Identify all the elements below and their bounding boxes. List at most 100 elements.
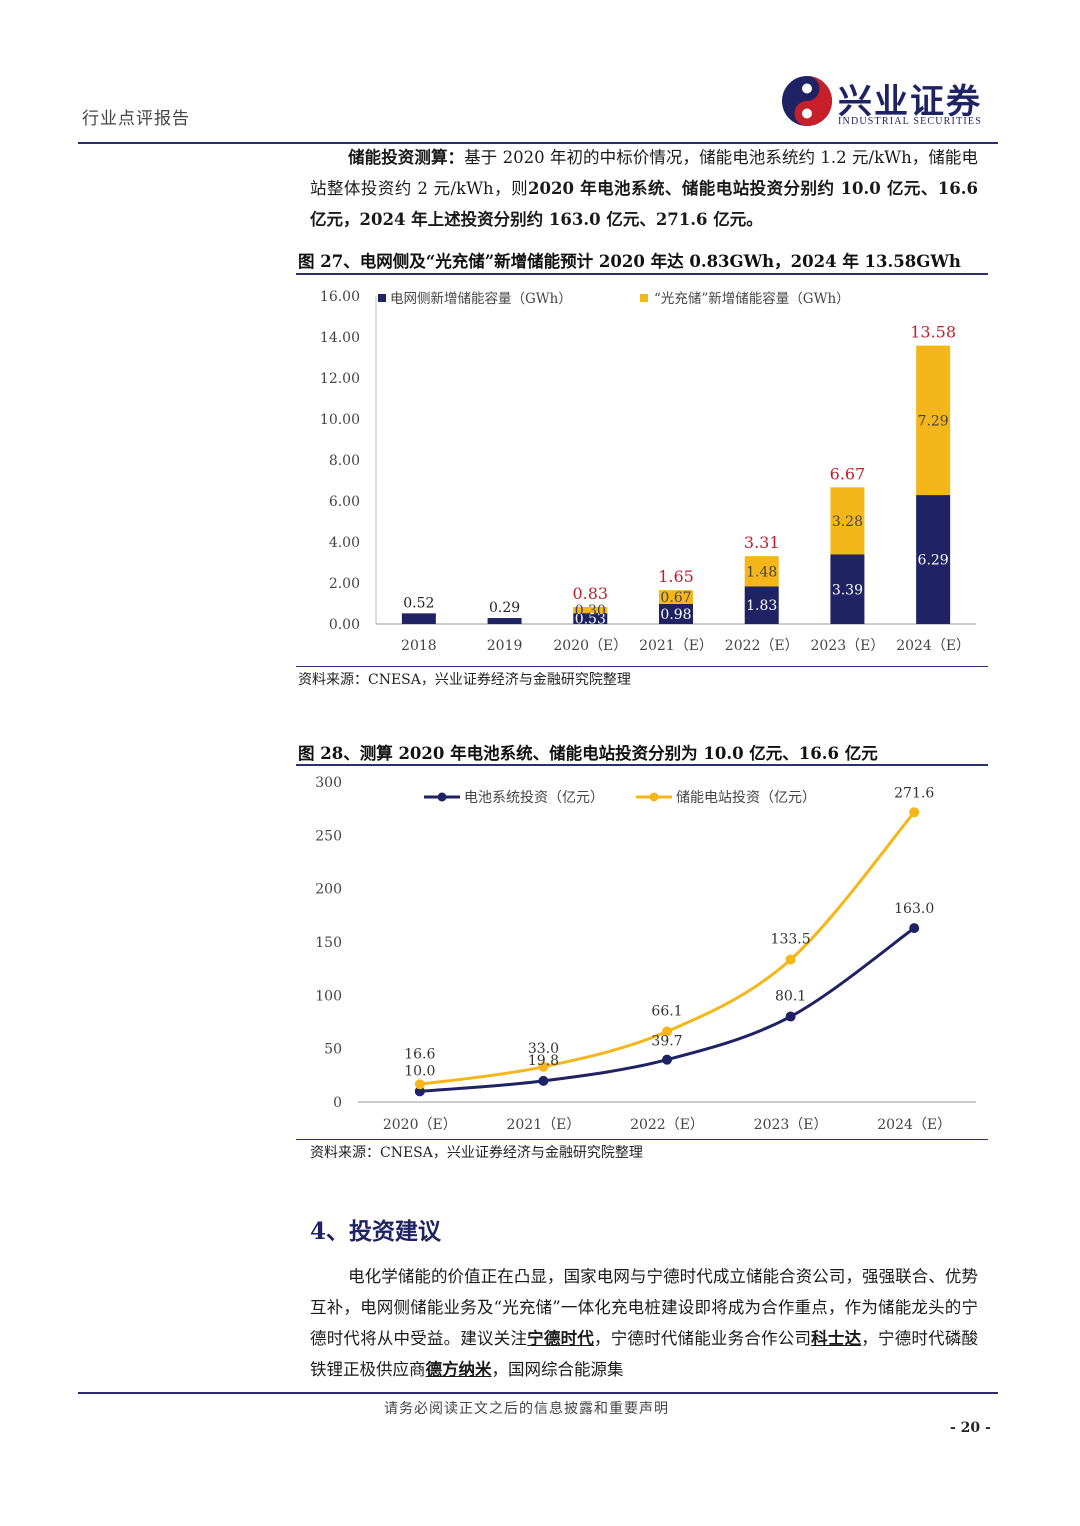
- data-label-station: 16.6: [404, 1046, 435, 1062]
- data-label-station: 271.6: [894, 785, 934, 801]
- x-tick-label: 2020（E）: [383, 1117, 457, 1133]
- stock-kstar: 科士达: [811, 1329, 862, 1348]
- y-tick-label: 150: [315, 935, 342, 951]
- section-4-paragraph: 电化学储能的价值正在凸显，国家电网与宁德时代成立储能合资公司，强强联合、优势互补…: [310, 1267, 979, 1379]
- point-battery: [662, 1054, 672, 1065]
- y-tick-label: 10.00: [320, 412, 360, 428]
- y-tick-label: 300: [315, 775, 342, 791]
- data-label-grid: 0.53: [575, 612, 606, 628]
- legend-label-station: 储能电站投资（亿元）: [676, 790, 816, 806]
- x-tick-label: 2023（E）: [754, 1117, 828, 1133]
- data-label-station: 33.0: [528, 1041, 559, 1057]
- bar-chart-storage-capacity: 0.00 2.00 4.00 6.00 8.00 10.00 12.00 14.00 16.00…: [320, 289, 976, 654]
- section-4-heading: 4、投资建议: [310, 1218, 442, 1245]
- bar-grid-side: [573, 613, 608, 624]
- stock-catl: 宁德时代: [527, 1329, 594, 1348]
- footer-divider: [78, 1392, 998, 1394]
- data-label-pv: 0.67: [660, 590, 691, 606]
- point-battery: [909, 923, 920, 934]
- y-tick-label: 100: [315, 988, 342, 1004]
- legend-label-grid: 电网侧新增储能容量（GWh）: [390, 290, 572, 307]
- point-station: [662, 1026, 672, 1037]
- series-line-station: [419, 811, 916, 1086]
- data-label-battery: 163.0: [894, 901, 934, 917]
- data-label-battery: 80.1: [775, 989, 806, 1005]
- page-number: - 20 -: [950, 1420, 991, 1436]
- bar-pv-storage: [916, 345, 951, 496]
- data-label-grid: 0.98: [660, 607, 691, 623]
- y-tick-label: 12.00: [320, 371, 360, 387]
- point-station: [538, 1061, 549, 1072]
- intro-conclusion: 2020 年电池系统、储能电站投资分别约 10.0 亿元、16.6 亿元，202…: [310, 179, 978, 229]
- figure-27-source: 资料来源：CNESA，兴业证券经济与金融研究院整理: [298, 672, 631, 688]
- point-battery: [414, 1086, 425, 1097]
- legend-swatch-pv: [640, 294, 648, 302]
- logo-mark-icon: [782, 76, 832, 126]
- data-label-grid: 3.39: [832, 582, 863, 598]
- logo-text-en: INDUSTRIAL SECURITIES: [838, 116, 982, 127]
- figure-27-top-rule: [296, 273, 988, 275]
- legend-label-pv: “光充储”新增储能容量（GWh）: [654, 290, 850, 307]
- bar-pv-storage: [830, 487, 865, 555]
- point-battery: [785, 1011, 796, 1022]
- y-tick-label: 2.00: [329, 576, 360, 592]
- x-tick-label: 2021（E）: [506, 1117, 580, 1133]
- bar-grid-side: [487, 618, 522, 624]
- data-label-battery: 10.0: [404, 1063, 435, 1079]
- point-battery: [538, 1075, 549, 1086]
- x-tick-label: 2021（E）: [639, 638, 713, 654]
- y-tick-label: 14.00: [320, 330, 360, 346]
- figure-27-bottom-rule: [296, 666, 988, 667]
- bar-grid-side: [401, 613, 436, 624]
- point-station: [909, 807, 920, 818]
- data-label-pv: 3.28: [832, 514, 863, 530]
- data-label-battery: 19.8: [528, 1053, 559, 1069]
- y-tick-label: 0: [333, 1095, 342, 1111]
- legend-swatch-grid: [378, 294, 386, 302]
- bar-pv-storage: [744, 556, 779, 587]
- figure-28-title: 图 28、测算 2020 年电池系统、储能电站投资分别为 10.0 亿元、16.…: [298, 744, 878, 763]
- x-tick-label: 2019: [487, 638, 523, 654]
- bar-grid-side: [830, 554, 865, 624]
- data-label-total: 1.65: [658, 567, 694, 586]
- line-chart-investment: 0 50 100 150 200 250 300 2020（E） 2021（E） 2022（E） 2…: [315, 775, 976, 1133]
- data-label-grid: 0.52: [403, 595, 434, 611]
- intro-lead: 储能投资测算：: [348, 148, 465, 167]
- y-tick-label: 200: [315, 882, 342, 898]
- y-tick-label: 0.00: [329, 617, 360, 633]
- x-tick-label: 2018: [401, 638, 437, 654]
- logo-text-cn: 兴业证券: [838, 82, 982, 122]
- data-label-pv: 0.30: [575, 603, 606, 619]
- data-label-grid: 1.83: [746, 598, 777, 614]
- y-tick-label: 250: [315, 828, 342, 844]
- y-tick-label: 8.00: [329, 453, 360, 469]
- x-tick-label: 2024（E）: [896, 638, 970, 654]
- legend-marker-battery: [437, 792, 447, 802]
- legend-marker-station: [649, 792, 659, 802]
- point-station: [414, 1079, 425, 1090]
- y-tick-label: 4.00: [329, 535, 360, 551]
- data-label-pv: 1.48: [746, 564, 777, 580]
- company-logo: 兴业证券 INDUSTRIAL SECURITIES: [780, 74, 998, 130]
- data-label-pv: 7.29: [918, 413, 949, 429]
- figure-27-title: 图 27、电网侧及“光充储”新增储能预计 2020 年达 0.83GWh，202…: [298, 252, 961, 271]
- x-tick-label: 2020（E）: [553, 638, 627, 654]
- figure-28-source: 资料来源：CNESA，兴业证券经济与金融研究院整理: [310, 1145, 643, 1161]
- intro-text: 基于 2020 年初的中标价情况，储能电池系统约 1.2 元/kWh，储能电站整…: [310, 148, 979, 198]
- header-divider: [78, 142, 998, 144]
- figure-28-top-rule: [296, 764, 988, 766]
- bar-grid-side: [744, 586, 779, 624]
- legend-label-battery: 电池系统投资（亿元）: [464, 790, 604, 806]
- y-tick-label: 50: [324, 1042, 342, 1058]
- data-label-station: 133.5: [771, 932, 811, 948]
- x-tick-label: 2023（E）: [810, 638, 884, 654]
- data-label-total: 6.67: [830, 464, 866, 483]
- bar-pv-storage: [659, 590, 693, 604]
- point-station: [785, 954, 796, 965]
- data-label-total: 0.83: [572, 584, 608, 603]
- stock-dynanonic: 德方纳米: [425, 1360, 492, 1379]
- x-tick-label: 2022（E）: [725, 638, 799, 654]
- data-label-total: 3.31: [744, 533, 780, 552]
- footer-disclaimer: 请务必阅读正文之后的信息披露和重要声明: [384, 1401, 669, 1417]
- x-tick-label: 2022（E）: [630, 1117, 704, 1133]
